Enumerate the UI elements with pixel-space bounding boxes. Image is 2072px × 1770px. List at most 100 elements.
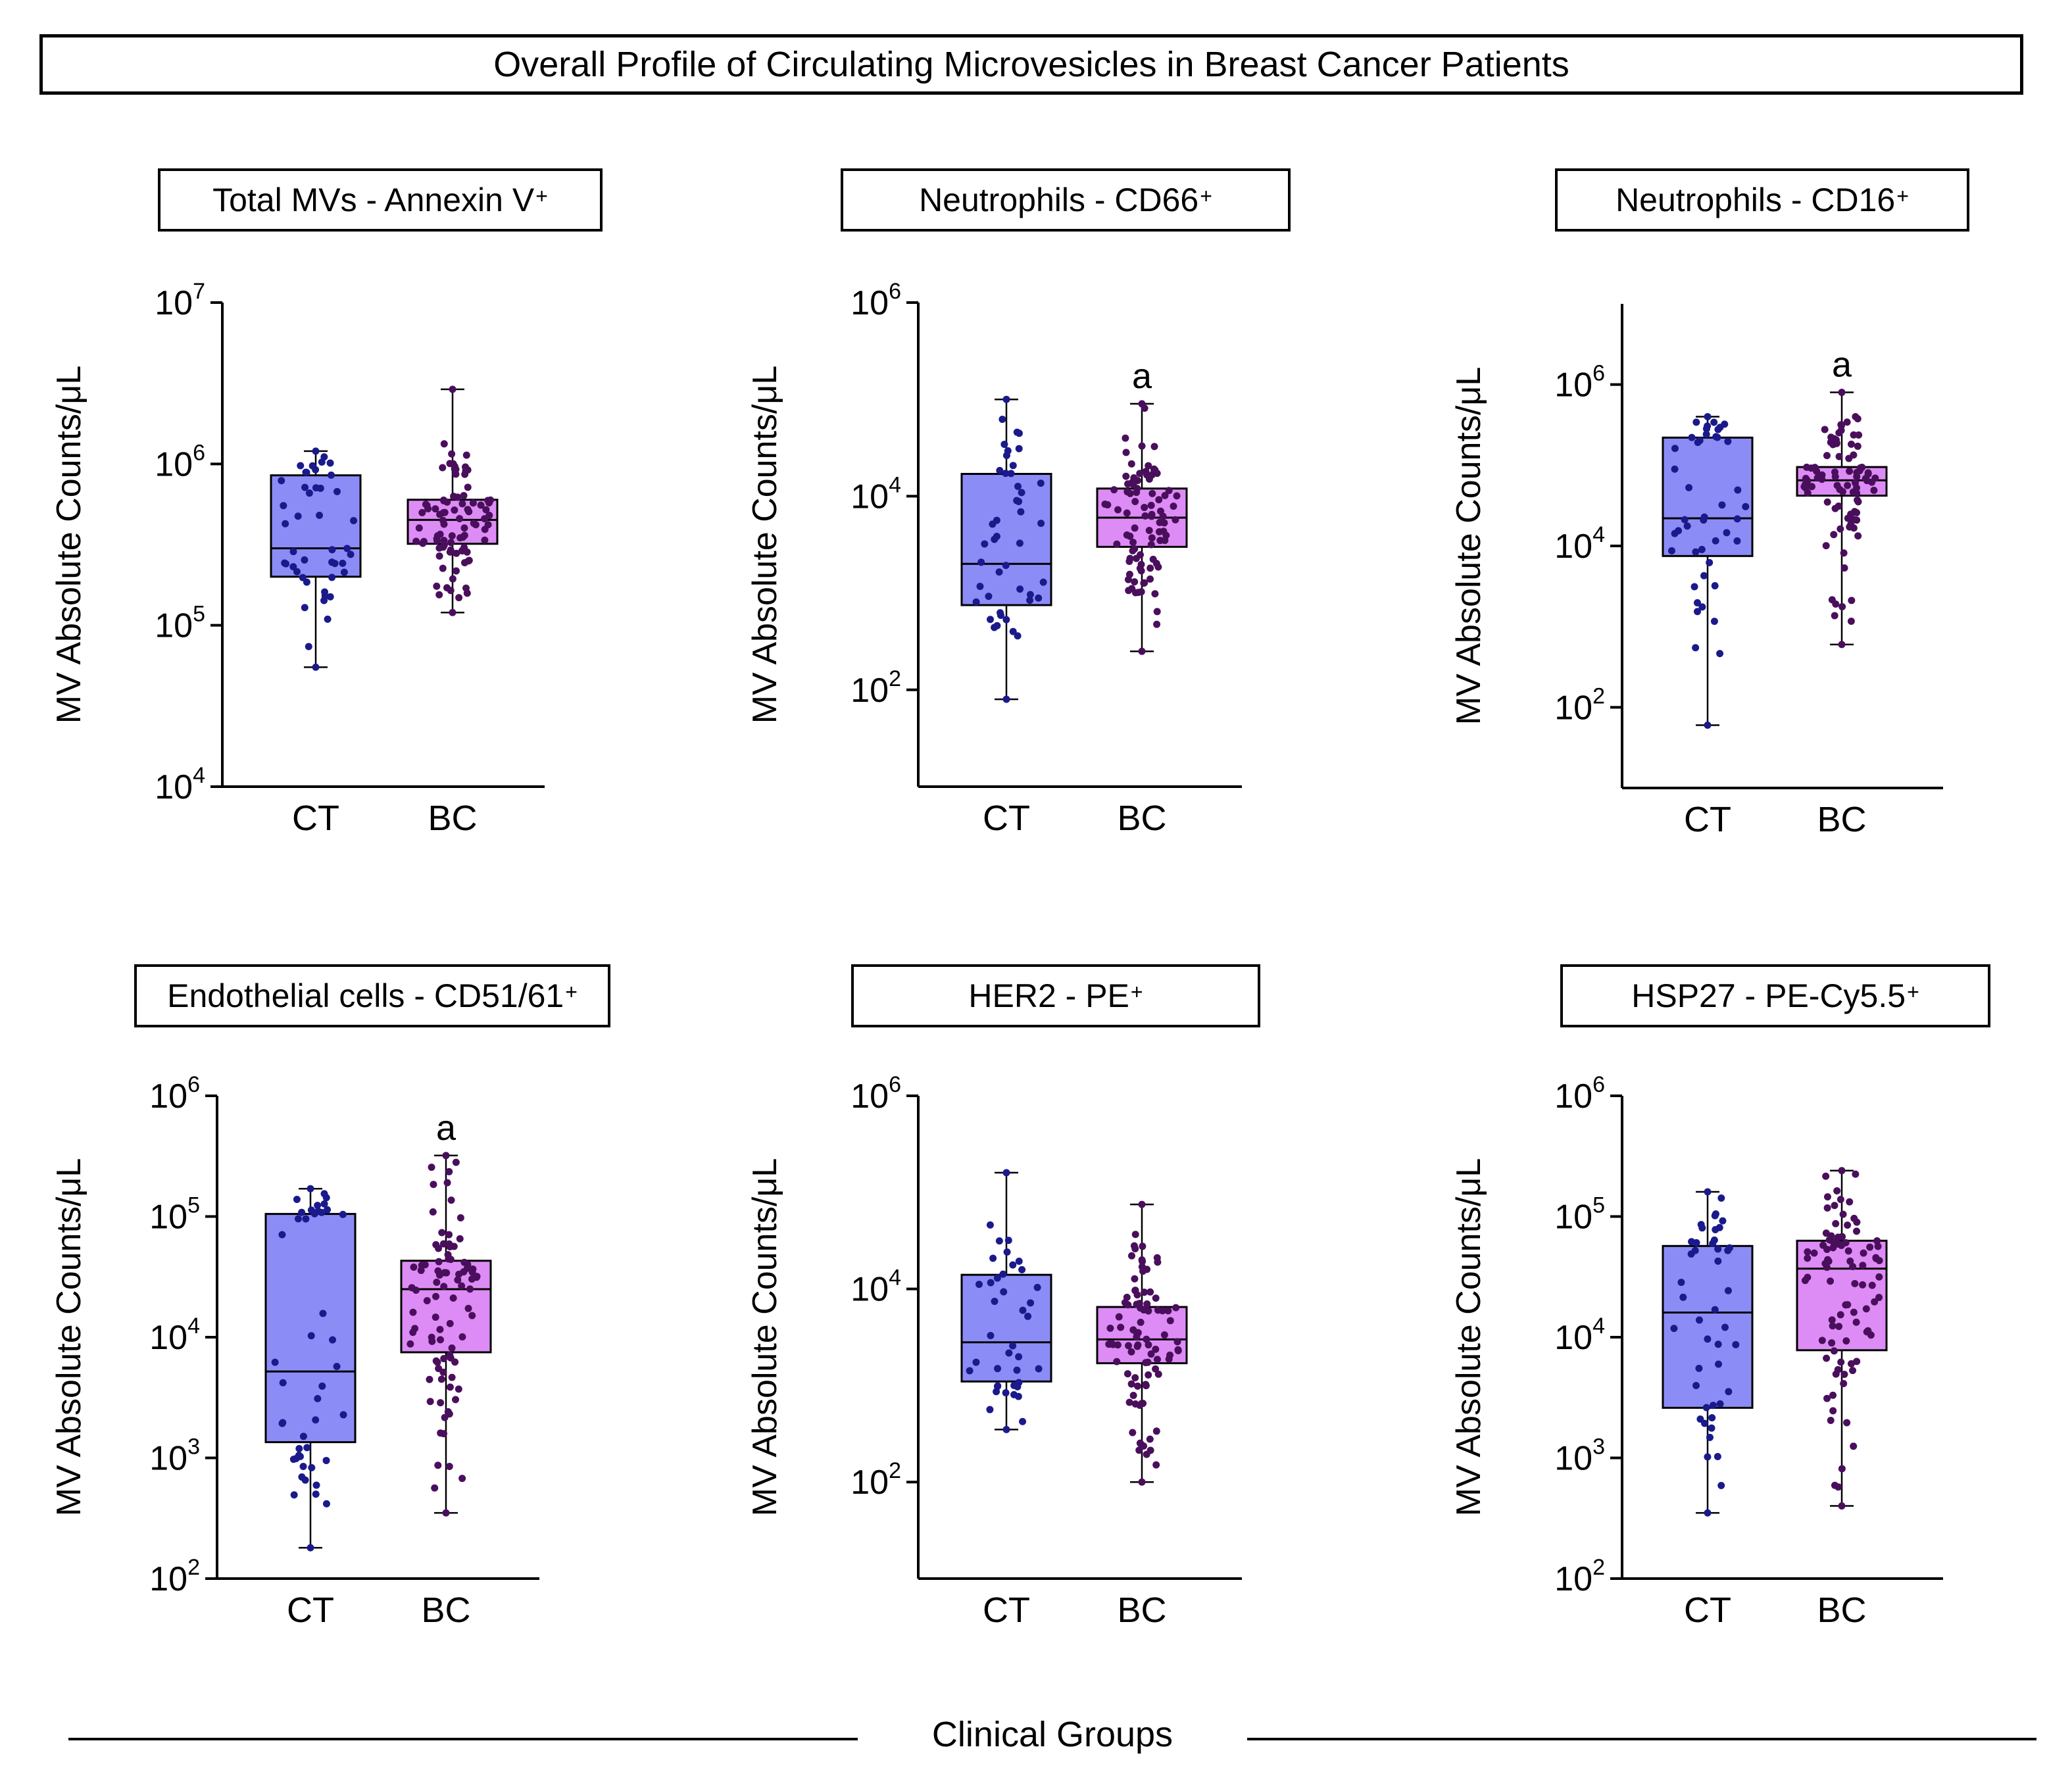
data-point (1131, 1374, 1139, 1382)
data-point (303, 1444, 311, 1452)
data-point (972, 598, 980, 606)
data-point (1009, 462, 1017, 470)
y-tick-label: 102 (851, 1458, 901, 1502)
data-point (1831, 504, 1839, 512)
data-point (996, 466, 1004, 474)
data-point (1114, 506, 1122, 514)
data-point (1147, 564, 1154, 572)
panel-title-6-text: HSP27 - PE-Cy5.5 (1631, 977, 1906, 1014)
y-tick-label: 102 (1554, 1555, 1605, 1598)
data-point (1874, 1242, 1882, 1250)
chart-panel-3: 102 104 106 MV Absolute Counts/μL CT BC a (1450, 304, 1943, 839)
data-point (1005, 1349, 1013, 1357)
data-point (1710, 618, 1718, 626)
data-point (432, 505, 439, 513)
data-point (1123, 509, 1131, 517)
data-point (1146, 1435, 1154, 1443)
data-point (279, 1379, 287, 1387)
data-point (1698, 603, 1706, 611)
data-point (1106, 1324, 1114, 1332)
data-point (299, 1433, 307, 1440)
data-point (1837, 1311, 1844, 1319)
data-point (442, 1152, 450, 1160)
data-point (1150, 465, 1158, 473)
data-point (328, 574, 336, 581)
y-axis-label: MV Absolute Counts/μL (50, 1158, 88, 1516)
data-point (1837, 1358, 1845, 1366)
data-point (460, 491, 468, 499)
data-point (1700, 516, 1708, 524)
data-point (1850, 524, 1858, 532)
data-point (460, 1268, 468, 1276)
data-point (1715, 1360, 1723, 1368)
box-bc (1096, 1200, 1188, 1486)
data-point (350, 517, 358, 525)
data-point (1002, 1425, 1010, 1433)
data-point (298, 1208, 306, 1216)
data-point (1004, 447, 1012, 455)
data-point (458, 1333, 466, 1340)
data-point (339, 1210, 347, 1218)
data-point (1137, 1440, 1145, 1448)
data-point (435, 1244, 443, 1252)
data-point (1843, 418, 1851, 426)
data-point (418, 508, 426, 516)
data-point (470, 520, 478, 528)
data-point (1147, 501, 1155, 509)
data-point (289, 563, 297, 571)
y-tick-label: 106 (1554, 361, 1605, 405)
data-point (1037, 520, 1045, 528)
data-point (1141, 579, 1148, 587)
data-point (1138, 647, 1146, 655)
data-point (1695, 1316, 1703, 1324)
data-point (464, 1304, 472, 1312)
data-point (1832, 1219, 1840, 1227)
data-point (435, 1258, 443, 1266)
data-point (1173, 492, 1181, 500)
data-point (1695, 1364, 1703, 1372)
data-point (1123, 531, 1131, 539)
data-point (485, 512, 493, 520)
data-point (1688, 433, 1696, 441)
data-point (278, 477, 285, 485)
data-point (319, 1310, 327, 1317)
data-point (316, 511, 324, 519)
data-point (439, 516, 447, 524)
data-point (1848, 597, 1856, 604)
data-point (1154, 1258, 1162, 1266)
y-tick-label: 106 (155, 440, 205, 483)
data-point (449, 1294, 457, 1302)
data-point (1685, 483, 1693, 491)
data-point (431, 1484, 439, 1492)
data-point (1718, 501, 1726, 509)
data-point (994, 1365, 1002, 1373)
data-point (447, 539, 455, 547)
data-point (1702, 1404, 1710, 1412)
box-bc (1796, 389, 1888, 649)
data-point (1138, 1263, 1146, 1271)
data-point (1671, 445, 1679, 453)
data-point (462, 584, 470, 592)
data-point (1125, 587, 1133, 595)
data-point (1864, 1327, 1872, 1335)
data-point (1010, 1381, 1018, 1389)
data-point (1009, 1261, 1017, 1269)
data-point (1129, 1326, 1137, 1334)
data-point (1823, 1394, 1831, 1402)
data-point (484, 521, 492, 529)
data-point (1834, 1365, 1842, 1373)
data-point (1837, 525, 1844, 533)
data-point (464, 483, 472, 491)
data-point (437, 1375, 445, 1383)
data-point (1835, 453, 1843, 460)
data-point (1830, 531, 1838, 539)
y-tick-label: 102 (149, 1555, 200, 1598)
data-point (1152, 1427, 1160, 1435)
data-point (436, 510, 444, 518)
data-point (452, 1158, 460, 1166)
data-point (1844, 1247, 1852, 1255)
data-point (1717, 1194, 1725, 1202)
data-point (464, 466, 472, 474)
data-point (318, 1382, 326, 1390)
data-point (1671, 529, 1679, 537)
